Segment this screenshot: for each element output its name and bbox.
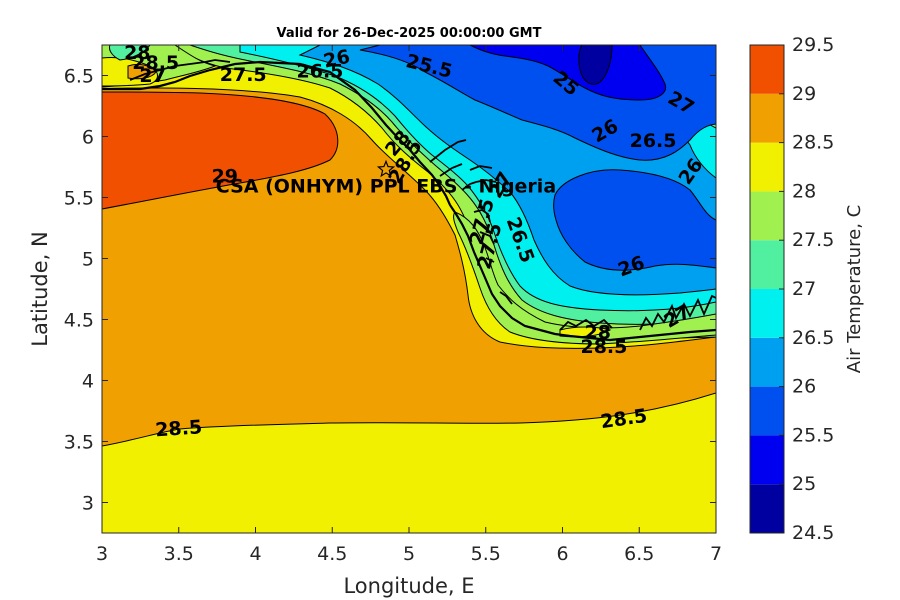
delta-channels	[129, 59, 716, 331]
x-tick-label: 4.5	[317, 543, 347, 565]
colorbar-swatch	[750, 142, 784, 192]
band-29-29.5	[102, 91, 339, 210]
colorbar-swatch	[750, 45, 784, 94]
x-tick-label: 5	[403, 543, 415, 565]
colorbar-tick-label: 26	[792, 376, 816, 398]
x-axis: 3 3.5 4 4.5 5 5.5 6 6.5 7	[96, 45, 722, 565]
y-tick-label: 3	[82, 493, 94, 515]
colorbar-tick-label: 27.5	[792, 229, 834, 251]
y-tick-label: 3.5	[64, 432, 94, 454]
contour-label: 26.5	[630, 130, 677, 152]
colorbar-swatch	[750, 93, 784, 143]
contour-label: 29	[212, 165, 238, 187]
x-tick-label: 5.5	[471, 543, 501, 565]
y-axis: 3 3.5 4 4.5 5 5.5 6 6.5	[64, 66, 716, 515]
colorbar-tick-label: 25.5	[792, 424, 834, 446]
contour-label: 27.5	[220, 64, 267, 86]
site-group: CSA (ONHYM) PPL EBS - Nigeria	[216, 159, 556, 197]
contour-label: 28.5	[580, 336, 627, 358]
colorbar-swatch	[750, 289, 784, 338]
colorbar-swatch	[750, 386, 784, 436]
y-axis-label: Latitude, N	[28, 231, 52, 347]
y-tick-label: 4.5	[64, 310, 94, 332]
contour-label: 28.5	[155, 416, 203, 441]
x-tick-label: 6	[556, 543, 568, 565]
colorbar-tick-label: 24.5	[792, 522, 834, 544]
x-tick-label: 7	[710, 543, 722, 565]
band-25.5-26	[359, 45, 716, 271]
colorbar-tick-label: 26.5	[792, 327, 834, 349]
band-25-25.5	[469, 45, 667, 101]
site-star-marker	[376, 159, 396, 178]
contour-label: 28	[585, 321, 611, 343]
x-tick-label: 4	[249, 543, 261, 565]
colorbar-swatch	[750, 484, 784, 533]
x-tick-label: 6.5	[624, 543, 654, 565]
contour-label: 28.5	[132, 52, 179, 74]
y-tick-label: 6	[82, 127, 94, 149]
coastline	[102, 60, 716, 342]
x-tick-label: 3	[96, 543, 108, 565]
colorbar-swatch	[750, 240, 784, 289]
colorbar-tick-label: 28	[792, 180, 816, 202]
colorbar-label: Air Temperature, C	[844, 205, 865, 373]
contour-label: 28	[124, 42, 150, 64]
x-tick-label: 3.5	[164, 543, 194, 565]
band-24.5-25	[578, 45, 613, 85]
site-label: CSA (ONHYM) PPL EBS - Nigeria	[216, 175, 556, 197]
colorbar-swatch	[750, 337, 784, 387]
y-tick-label: 5.5	[64, 188, 94, 210]
y-tick-label: 4	[82, 371, 94, 393]
colorbar-swatch	[750, 435, 784, 485]
chart-title: Valid for 26-Dec-2025 00:00:00 GMT	[277, 26, 542, 41]
colorbar-tick-label: 29	[792, 83, 816, 105]
colorbar-tick-label: 29.5	[792, 34, 834, 56]
colorbar-tick-label: 28.5	[792, 132, 834, 154]
contour-label: 26.5	[297, 60, 344, 82]
contour-label: 26	[322, 46, 352, 73]
contour-label: 27	[139, 65, 165, 87]
colorbar: 24.5 25 25.5 26 26.5 27 27.5 28 28.5 29 29.5	[749, 34, 834, 544]
plot-area	[102, 45, 716, 533]
y-tick-label: 6.5	[64, 66, 94, 88]
colorbar-swatch	[750, 191, 784, 241]
x-axis-label: Longitude, E	[343, 574, 474, 598]
y-tick-label: 5	[82, 249, 94, 271]
colorbar-tick-label: 25	[792, 473, 816, 495]
colorbar-tick-label: 27	[792, 278, 816, 300]
band-nw-27-27.5	[109, 45, 151, 61]
